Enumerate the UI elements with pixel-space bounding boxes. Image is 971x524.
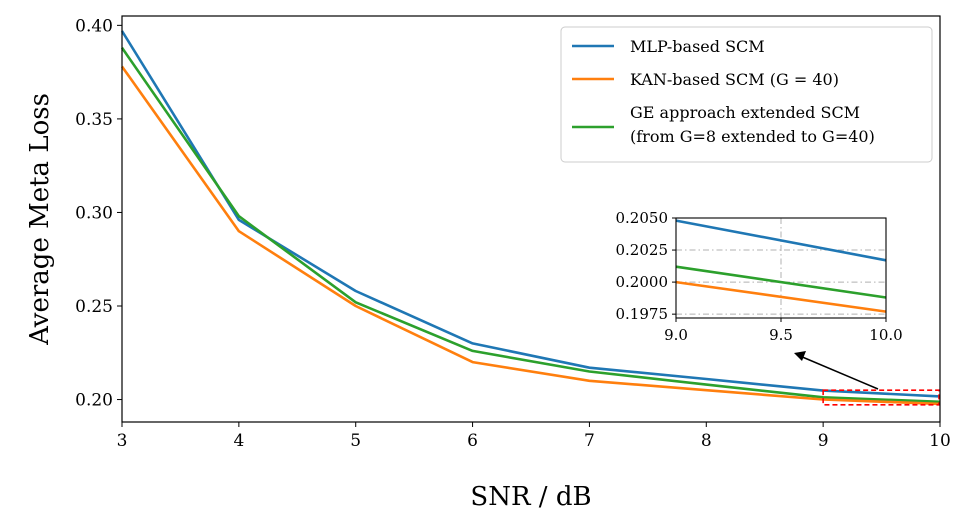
inset-y-tick-label: 0.2000 (616, 273, 669, 291)
legend: MLP-based SCM KAN-based SCM (G = 40) GE … (560, 26, 933, 163)
x-tick-label: 5 (350, 431, 361, 451)
inset-y-tick-label: 0.2050 (616, 209, 669, 227)
inset-x-tick-label: 10.0 (869, 326, 902, 344)
inset-y-tick-label: 0.1975 (616, 305, 669, 323)
inset-y-tick-label: 0.2025 (616, 241, 669, 259)
y-tick-label: 0.35 (75, 110, 113, 130)
legend-label-kan: KAN-based SCM (G = 40) (630, 70, 839, 89)
series-line-2 (120, 47, 941, 404)
y-axis-title: Average Meta Loss (25, 93, 55, 346)
inset-series-line-1 (675, 280, 887, 313)
x-tick-label: 8 (701, 431, 712, 451)
inset-series-line-0 (675, 219, 887, 262)
series-line-1 (120, 65, 941, 406)
inset-x-tick-label: 9.0 (664, 326, 688, 344)
y-tick-label: 0.25 (75, 297, 113, 317)
x-tick-label: 3 (117, 431, 128, 451)
inset-chart: 9.0 9.5 10.0 0.2050 0.2025 0.2000 0.1975 (616, 209, 903, 344)
zoom-arrow-line (799, 355, 879, 390)
legend-label-ge-line2: (from G=8 extended to G=40) (630, 127, 875, 146)
x-tick-label: 9 (818, 431, 829, 451)
y-tick-label: 0.40 (75, 16, 113, 36)
x-axis-title: SNR / dB (470, 482, 591, 512)
legend-label-mlp: MLP-based SCM (630, 37, 765, 56)
zoom-region-box (822, 389, 940, 406)
zoom-arrow-head (794, 351, 806, 361)
x-tick-label: 10 (929, 431, 951, 451)
x-tick-label: 7 (584, 431, 595, 451)
x-tick-label: 6 (467, 431, 478, 451)
x-tick-label: 4 (233, 431, 244, 451)
legend-box (560, 26, 933, 163)
legend-label-ge-line1: GE approach extended SCM (630, 103, 860, 122)
main-axes-frame (121, 15, 941, 423)
inset-series-line-2 (675, 265, 887, 299)
y-tick-label: 0.30 (75, 203, 113, 223)
inset-x-tick-label: 9.5 (769, 326, 793, 344)
y-tick-label: 0.20 (75, 391, 113, 411)
